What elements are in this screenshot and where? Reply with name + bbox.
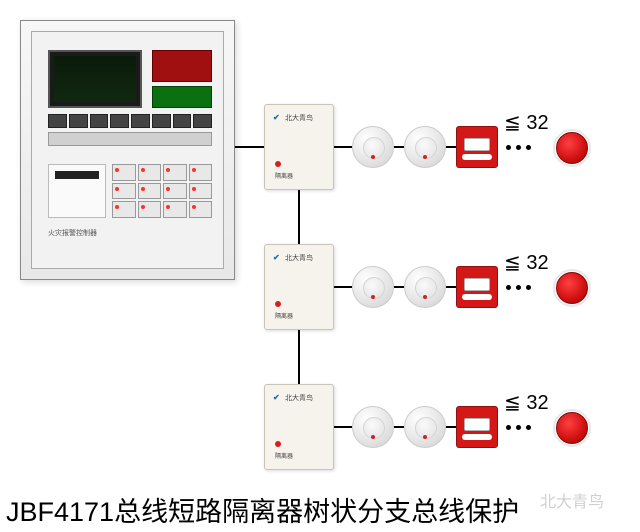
isolator-module-1: ✔ 北大青鸟 隔离器 [264, 104, 334, 190]
manual-call-point-2 [456, 266, 498, 308]
panel-switch-grid [112, 164, 212, 218]
manual-call-point-3 [456, 406, 498, 448]
alarm-indicator-3 [556, 412, 588, 444]
isolator-module-2: ✔ 北大青鸟 隔离器 [264, 244, 334, 330]
wire-iso1-to-dev [334, 146, 352, 148]
wire-b2-2 [446, 286, 456, 288]
smoke-detector-3b [404, 406, 446, 448]
isolator-logo-icon: ✔ [273, 393, 280, 402]
isolator-logo-icon: ✔ [273, 113, 280, 122]
branch-count-label-2: ≦ 32 [504, 250, 549, 275]
panel-screen-inner [54, 56, 136, 102]
isolator-brand: 北大青鸟 [285, 113, 313, 123]
wire-iso3-to-dev [334, 426, 352, 428]
wire-b2-1 [394, 286, 404, 288]
panel-keypad-red [152, 50, 212, 82]
isolator-led [275, 161, 281, 167]
isolator-label: 隔离器 [275, 451, 293, 460]
panel-keypad-green [152, 86, 212, 108]
isolator-module-3: ✔ 北大青鸟 隔离器 [264, 384, 334, 470]
manual-call-point-1 [456, 126, 498, 168]
watermark-text: 北大青鸟 [540, 488, 604, 512]
wire-iso2-to-dev [334, 286, 352, 288]
panel-printer [48, 164, 106, 218]
panel-brand-text: 火灾报警控制器 [48, 228, 97, 238]
panel-inner: 火灾报警控制器 [31, 31, 224, 269]
smoke-detector-2a [352, 266, 394, 308]
branch-count-label-1: ≦ 32 [504, 110, 549, 135]
fire-alarm-control-panel: 火灾报警控制器 [20, 20, 235, 280]
smoke-detector-1a [352, 126, 394, 168]
wire-b3-1 [394, 426, 404, 428]
panel-indicator-row [48, 114, 212, 128]
ellipsis-3 [506, 425, 531, 430]
wire-b1-1 [394, 146, 404, 148]
panel-screen [48, 50, 142, 108]
wire-b3-2 [446, 426, 456, 428]
isolator-brand: 北大青鸟 [285, 253, 313, 263]
smoke-detector-2b [404, 266, 446, 308]
alarm-indicator-1 [556, 132, 588, 164]
wire-b1-2 [446, 146, 456, 148]
isolator-led [275, 301, 281, 307]
isolator-led [275, 441, 281, 447]
diagram-caption: JBF4171总线短路隔离器树状分支总线保护 [6, 490, 519, 529]
ellipsis-2 [506, 285, 531, 290]
panel-grey-row [48, 132, 212, 146]
isolator-label: 隔离器 [275, 311, 293, 320]
smoke-detector-3a [352, 406, 394, 448]
isolator-label: 隔离器 [275, 171, 293, 180]
ellipsis-1 [506, 145, 531, 150]
diagram-canvas: 火灾报警控制器 ✔ 北大青鸟 隔离器 ≦ 32 ✔ 北大青鸟 隔离器 ≦ 32 [0, 0, 640, 532]
isolator-logo-icon: ✔ [273, 253, 280, 262]
alarm-indicator-2 [556, 272, 588, 304]
isolator-brand: 北大青鸟 [285, 393, 313, 403]
smoke-detector-1b [404, 126, 446, 168]
wire-panel-to-isolator-1 [235, 146, 264, 148]
branch-count-label-3: ≦ 32 [504, 390, 549, 415]
printer-slot [55, 171, 99, 179]
